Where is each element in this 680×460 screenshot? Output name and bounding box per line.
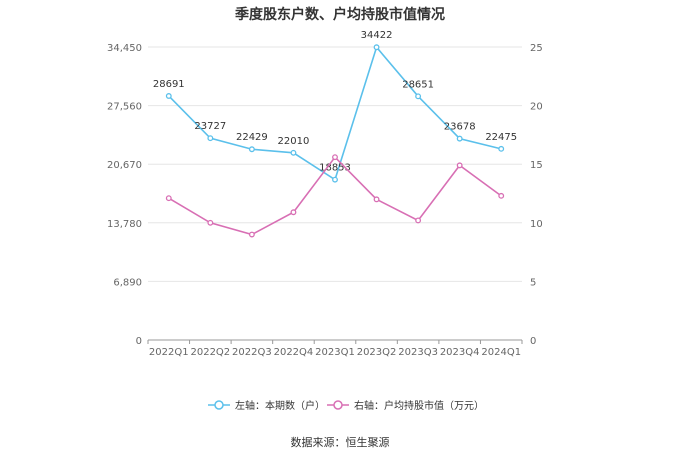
- legend-label: 左轴：本期数（户）: [235, 399, 325, 412]
- right-tick-label: 10: [530, 219, 543, 230]
- data-point: [373, 196, 380, 203]
- data-label: 28651: [402, 79, 434, 90]
- x-tick-label: 2023Q2: [357, 347, 397, 358]
- data-point: [207, 219, 214, 226]
- data-point: [248, 231, 255, 238]
- data-point: [498, 192, 505, 199]
- data-point: [165, 195, 172, 202]
- data-source: 数据来源：恒生聚源: [290, 436, 390, 449]
- data-point: [332, 176, 338, 183]
- x-tick-label: 2022Q3: [232, 347, 272, 358]
- data-point: [415, 217, 422, 224]
- data-point: [207, 135, 214, 142]
- x-tick-label: 2023Q3: [398, 347, 438, 358]
- left-tick-label: 27,560: [107, 102, 142, 113]
- right-tick-label: 5: [530, 277, 536, 288]
- right-tick-label: 15: [530, 160, 543, 171]
- data-point: [248, 146, 255, 153]
- left-tick-label: 0: [136, 336, 142, 347]
- right-tick-label: 25: [530, 43, 543, 54]
- left-tick-label: 13,780: [107, 219, 142, 230]
- data-point: [373, 44, 380, 51]
- data-point: [456, 135, 463, 142]
- data-label: 22475: [485, 132, 517, 143]
- data-point: [332, 154, 338, 161]
- data-point: [290, 209, 297, 216]
- x-tick-label: 2024Q1: [481, 347, 521, 358]
- data-label: 18853: [319, 163, 351, 174]
- data-label: 22429: [236, 132, 268, 143]
- left-tick-label: 34,450: [107, 43, 142, 54]
- data-label: 22010: [278, 136, 310, 147]
- data-label: 34422: [361, 30, 393, 41]
- data-point: [498, 145, 505, 152]
- legend-marker: [214, 400, 224, 410]
- data-point: [290, 149, 297, 156]
- data-label: 23678: [444, 122, 476, 133]
- x-tick-label: 2022Q4: [274, 347, 314, 358]
- legend-marker: [333, 400, 343, 410]
- x-tick-label: 2023Q4: [440, 347, 480, 358]
- legend-label: 右轴：户均持股市值（万元）: [354, 399, 484, 412]
- x-tick-label: 2023Q1: [315, 347, 355, 358]
- data-label: 28691: [153, 79, 185, 90]
- data-point: [415, 93, 422, 100]
- x-tick-label: 2022Q1: [149, 347, 189, 358]
- data-point: [456, 162, 463, 169]
- right-tick-label: 0: [530, 336, 536, 347]
- x-tick-label: 2022Q2: [190, 347, 230, 358]
- data-point: [165, 93, 172, 99]
- chart-title: 季度股东户数、户均持股市值情况: [235, 7, 445, 23]
- data-label: 23727: [194, 121, 226, 132]
- left-tick-label: 6,890: [113, 277, 142, 288]
- right-tick-label: 20: [530, 102, 543, 113]
- left-tick-label: 20,670: [107, 160, 142, 171]
